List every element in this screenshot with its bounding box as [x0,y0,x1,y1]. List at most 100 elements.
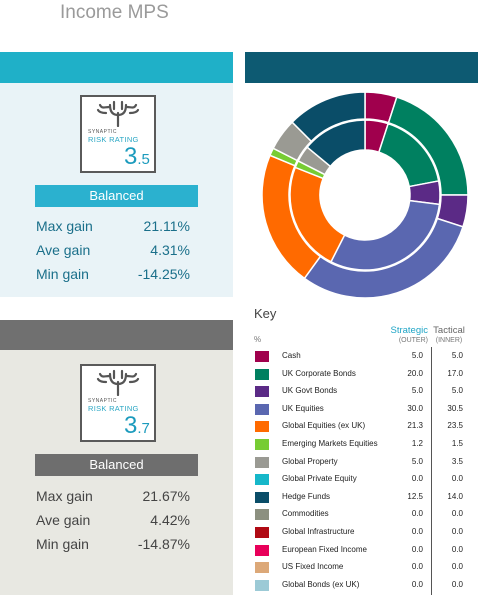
key-row-name: European Fixed Income [282,544,367,554]
key-row-strategic: 12.5 [407,491,423,501]
badge-rating-label: RISK RATING [88,135,139,144]
key-row-strategic: 0.0 [411,562,423,572]
key-swatch [255,439,269,450]
strategic-header: Strategic [390,325,429,336]
key-row-strategic: 5.0 [411,456,423,466]
badge-rating-value: 3.5 [124,143,150,170]
key-swatch [255,509,269,521]
page-title: Income MPS [60,2,169,23]
key-row-tactical: 30.5 [447,403,463,413]
badge-brand-text: SYNAPTIC [88,129,118,135]
badge-rating-value: 3.7 [124,412,150,439]
key-row: Global Infrastructure 0.0 0.0 [255,524,475,541]
key-row-tactical: 5.0 [451,351,463,360]
key-row-tactical: 0.0 [451,474,463,484]
key-row-tactical: 17.0 [447,368,463,378]
profile-2-ave-gain-value: 4.42% [150,512,190,528]
inner-label: (INNER) [435,337,463,344]
key-row: UK Corporate Bonds 20.0 17.0 [255,366,475,383]
tactical-header: Tactical [433,325,465,336]
profile-2-max-gain-value: 21.67% [142,488,190,504]
chart-header-bar [245,52,478,83]
key-row: Hedge Funds 12.5 14.0 [255,489,475,506]
profile-2-ave-gain-label: Ave gain [36,512,91,528]
profile-1-header-bar [0,52,233,83]
percent-label: % [254,335,262,344]
key-swatch [255,491,269,503]
key-row-strategic: 20.0 [407,368,423,378]
badge-brand-text: SYNAPTIC [88,398,118,404]
profile-2-min-gain-label: Min gain [36,536,89,552]
key-row-name: Global Bonds (ex UK) [282,579,360,589]
key-swatch [255,474,269,486]
inner-ring-slice [306,119,366,168]
key-row-strategic: 21.3 [407,421,423,431]
key-swatch [255,456,269,468]
key-row-strategic: 0.0 [411,509,423,519]
profile-1-risk-label: Balanced [35,185,198,207]
key-row-tactical: 0.0 [451,544,463,554]
key-row-strategic: 0.0 [411,527,423,536]
key-row: Commodities 0.0 0.0 [255,506,475,523]
key-row-strategic: 30.0 [407,403,423,413]
profile-1-max-gain-value: 21.11% [143,218,190,234]
key-row: Global Property 5.0 3.5 [255,454,475,471]
key-row-tactical: 0.0 [451,527,463,536]
key-title: Key [254,306,277,321]
key-row: UK Govt Bonds 5.0 5.0 [255,383,475,400]
key-row: European Fixed Income 0.0 0.0 [255,542,475,559]
key-row-name: Global Property [282,456,338,466]
badge-rating-label: RISK RATING [88,404,139,413]
column-divider [431,347,432,595]
key-row-name: UK Corporate Bonds [282,368,356,378]
key-row-tactical: 0.0 [451,509,463,519]
profile-1-ave-gain-label: Ave gain [36,242,91,258]
key-row-name: Emerging Markets Equities [282,439,378,448]
key-swatch [255,579,269,591]
key-swatch [255,527,269,538]
profile-2-risk-label: Balanced [35,454,198,476]
key-row-name: Cash [282,351,301,360]
key-row-tactical: 3.5 [451,456,463,466]
key-row: US Fixed Income 0.0 0.0 [255,559,475,576]
profile-1-ave-gain-value: 4.31% [150,242,190,258]
profile-2-max-gain-label: Max gain [36,488,93,504]
profile-2-min-gain-value: -14.87% [137,536,190,552]
key-swatch [255,368,269,380]
allocation-donut-chart [261,91,469,299]
key-row-tactical: 0.0 [451,579,463,589]
key-row-name: UK Equities [282,403,324,413]
key-row-strategic: 0.0 [411,544,423,554]
key-swatch [255,562,269,574]
key-swatch [255,403,269,415]
risk-rating-badge-1: SYNAPTIC RISK RATING 3.5 [80,95,156,173]
key-row: Global Equities (ex UK) 21.3 23.5 [255,418,475,435]
key-row-strategic: 5.0 [411,351,423,360]
key-row-name: Global Equities (ex UK) [282,421,366,431]
profile-1-min-gain-label: Min gain [36,266,89,282]
key-row-name: US Fixed Income [282,562,344,572]
key-row-name: Hedge Funds [282,491,331,501]
key-row-tactical: 14.0 [447,491,463,501]
key-row-tactical: 5.0 [451,386,463,396]
key-row: UK Equities 30.0 30.5 [255,401,475,418]
key-row-strategic: 0.0 [411,474,423,484]
key-row: Cash 5.0 5.0 [255,348,475,365]
key-row: Global Bonds (ex UK) 0.0 0.0 [255,577,475,594]
outer-ring-slice [291,91,366,143]
outer-label: (OUTER) [398,337,428,344]
key-row-name: Commodities [282,509,329,519]
brain-tree-icon [96,100,140,127]
key-row-name: Global Private Equity [282,474,357,484]
key-row-tactical: 1.5 [451,439,463,448]
profile-1-min-gain-value: -14.25% [137,266,190,282]
key-row-strategic: 0.0 [411,579,423,589]
key-row: Global Private Equity 0.0 0.0 [255,471,475,488]
key-row-name: Global Infrastructure [282,527,355,536]
brain-tree-icon [96,369,140,396]
profile-1-max-gain-label: Max gain [36,218,93,234]
key-swatch [255,386,269,398]
profile-2-header-bar [0,320,233,350]
key-swatch [255,351,269,362]
key-row: Emerging Markets Equities 1.2 1.5 [255,436,475,453]
